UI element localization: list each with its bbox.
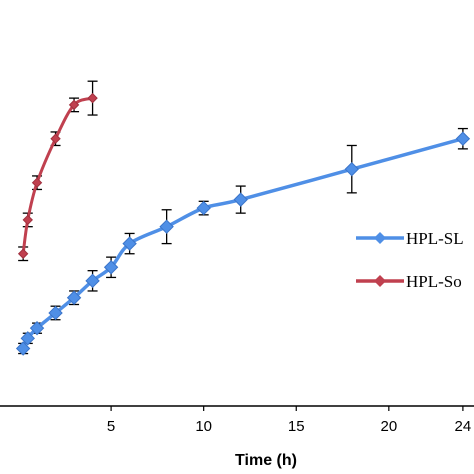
data-point — [15, 341, 31, 356]
x-tick-label: 10 — [195, 418, 212, 435]
x-tick-label: 20 — [380, 418, 397, 435]
data-point — [103, 260, 119, 275]
data-point — [29, 320, 45, 336]
data-point — [85, 273, 100, 289]
legend: HPL-SL HPL-So — [356, 229, 464, 291]
data-point — [50, 133, 61, 144]
data-point — [68, 99, 80, 111]
x-tick-label: 5 — [107, 418, 115, 435]
data-point — [233, 192, 248, 207]
data-point — [344, 161, 360, 177]
data-point — [66, 290, 82, 305]
data-point — [122, 236, 137, 251]
series-layer — [15, 80, 471, 356]
data-point — [87, 92, 98, 104]
x-axis-title: Time (h) — [235, 452, 297, 469]
x-tick-label: 15 — [288, 418, 305, 435]
data-point — [159, 219, 174, 234]
legend-label: HPL-So — [406, 272, 462, 291]
series-hpl-so — [17, 80, 98, 262]
series-line — [21, 137, 464, 350]
legend-label: HPL-SL — [406, 229, 464, 248]
legend-swatch-marker — [374, 232, 386, 244]
data-point — [196, 200, 211, 216]
legend-swatch-marker — [374, 275, 386, 287]
data-point — [455, 131, 471, 146]
data-point — [17, 248, 29, 259]
data-point — [20, 331, 35, 346]
x-tick-label: 24 — [455, 418, 472, 435]
data-point — [48, 305, 63, 321]
data-point — [22, 214, 33, 226]
data-point — [31, 177, 43, 188]
series-hpl-sl — [15, 127, 471, 356]
axes: 5 10 15 20 24 — [0, 405, 474, 435]
